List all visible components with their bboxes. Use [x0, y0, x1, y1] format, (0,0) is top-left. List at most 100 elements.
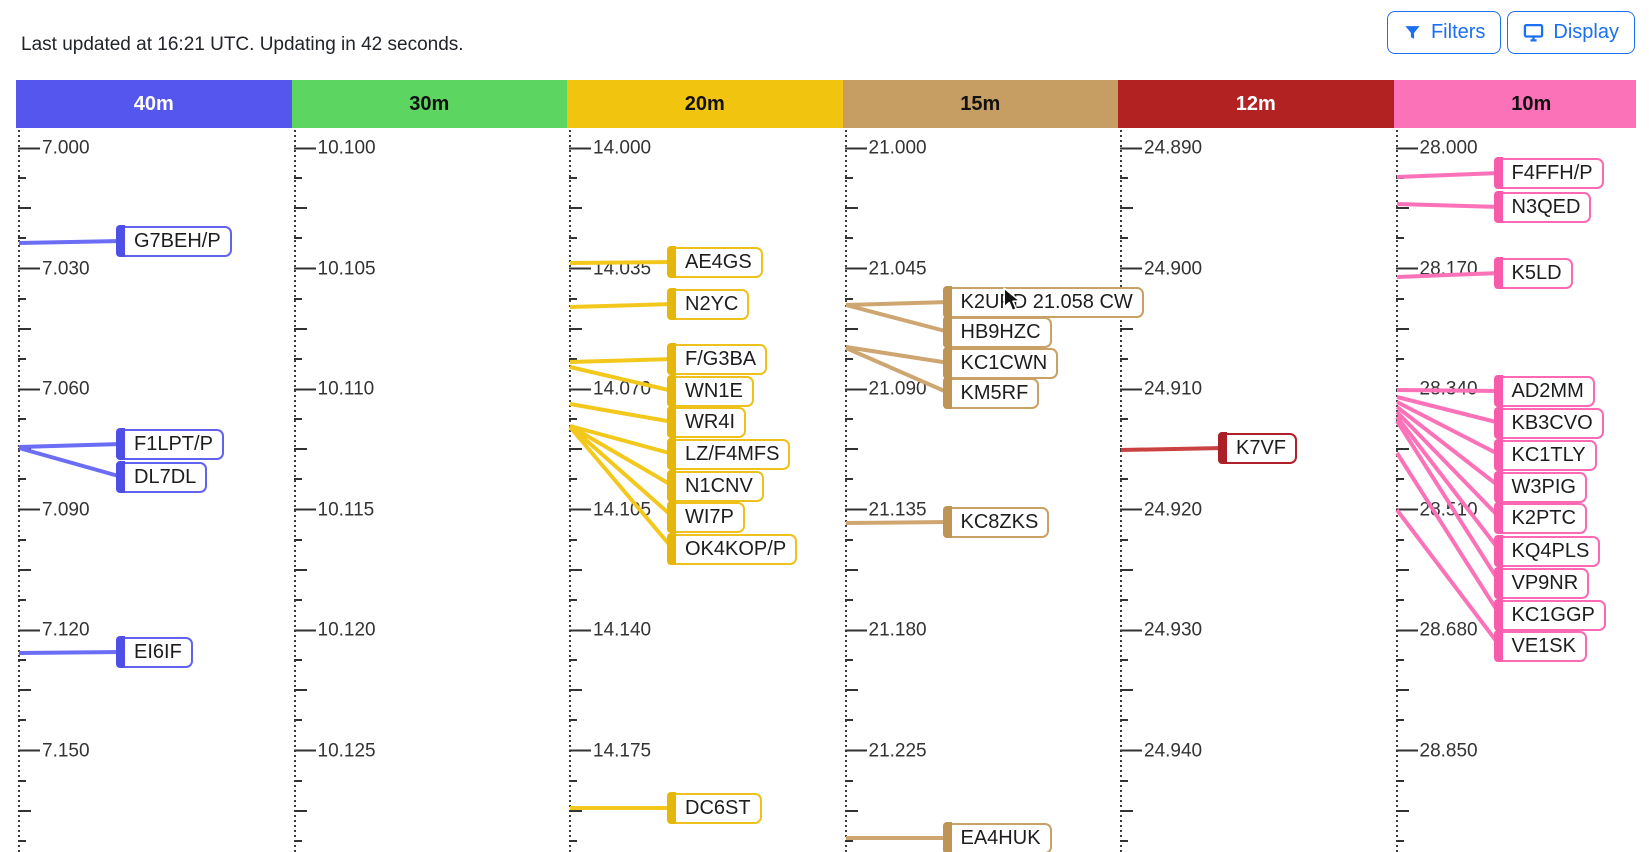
spot-F/G3BA[interactable]: F/G3BA [667, 343, 768, 375]
spot-WN1E[interactable]: WN1E [667, 375, 754, 407]
tick-label: 14.000 [593, 137, 652, 159]
minor-tick [293, 568, 307, 571]
minor-tick [1120, 689, 1133, 692]
spot-DL7DL[interactable]: DL7DL [116, 461, 208, 493]
major-tick: 7.000 [18, 139, 90, 158]
band-header-20m: 20m [567, 80, 843, 128]
spot-EI6IF[interactable]: EI6IF [116, 636, 193, 668]
filters-button[interactable]: Filters [1386, 11, 1502, 54]
tick-label: 7.120 [42, 619, 90, 641]
spot-line [1120, 446, 1225, 452]
minor-tick [1120, 538, 1128, 541]
spot-LZ/F4MFS[interactable]: LZ/F4MFS [667, 438, 791, 470]
spot-KC1GGP[interactable]: KC1GGP [1493, 599, 1606, 631]
major-tick: 10.100 [293, 137, 376, 159]
spot-WR4I[interactable]: WR4I [667, 406, 746, 438]
spot-K2PTC[interactable]: K2PTC [1493, 502, 1587, 534]
minor-tick [18, 237, 26, 240]
minor-tick [293, 719, 302, 722]
major-tick: 21.180 [844, 621, 927, 640]
minor-tick [18, 779, 26, 782]
spot-OK4KOP/P[interactable]: OK4KOP/P [667, 533, 798, 565]
minor-tick [293, 237, 302, 240]
minor-tick [18, 297, 26, 300]
minor-tick [293, 418, 302, 421]
spot-line [568, 425, 675, 551]
band-column-10m: 10m28.00028.17028.34028.51028.68028.850F… [1393, 0, 1636, 852]
major-tick: 28.000 [1395, 137, 1478, 159]
major-tick: 28.680 [1395, 621, 1478, 640]
tick-label: 10.115 [317, 499, 375, 520]
major-tick: 14.140 [569, 621, 651, 640]
spot-connector-lines [18, 239, 123, 655]
spot-AE4GS[interactable]: AE4GS [667, 246, 763, 278]
major-tick: 10.110 [293, 378, 375, 400]
minor-tick [1395, 568, 1409, 571]
major-tick: 7.030 [18, 259, 90, 278]
minor-tick [293, 538, 302, 541]
frequency-axis [1120, 130, 1122, 852]
spot-F1LPT/P[interactable]: F1LPT/P [116, 428, 224, 460]
band-header-10m: 10m [1393, 80, 1636, 128]
spot-line [568, 424, 675, 519]
spot-KC1TLY[interactable]: KC1TLY [1493, 439, 1597, 471]
spot-KB3CVO[interactable]: KB3CVO [1493, 407, 1604, 439]
spot-N1CNV[interactable]: N1CNV [667, 470, 764, 502]
spot-VE1SK[interactable]: VE1SK [1493, 630, 1587, 662]
minor-tick [18, 327, 31, 330]
minor-tick [844, 568, 858, 571]
minor-tick [1395, 809, 1409, 812]
spot-VP9NR[interactable]: VP9NR [1493, 567, 1590, 599]
spot-line [569, 302, 674, 309]
minor-tick [1120, 809, 1133, 812]
spot-DC6ST[interactable]: DC6ST [667, 792, 762, 824]
spot-line [569, 424, 674, 456]
status-text: Last updated at 16:21 UTC. Updating in 4… [21, 34, 464, 55]
spot-line [569, 260, 674, 265]
major-tick: 21.225 [844, 741, 927, 760]
spot-K2UPD[interactable]: K2UPD 21.058 CW [942, 286, 1144, 318]
spot-line [1396, 395, 1500, 425]
spot-W3PIG[interactable]: W3PIG [1493, 471, 1587, 503]
spot-line [845, 520, 949, 525]
spot-KC8ZKS[interactable]: KC8ZKS [942, 506, 1050, 538]
minor-tick [1395, 478, 1404, 481]
minor-tick [1395, 357, 1404, 360]
spot-line [1396, 202, 1500, 209]
minor-tick [18, 568, 31, 571]
tick-label: 28.000 [1419, 137, 1478, 159]
tick-label: 10.120 [317, 619, 376, 641]
tick-label: 7.000 [42, 137, 90, 159]
band-column-40m: 40m 7.000 7.030 7.060 7.090 7.120 7.150 G7BEH/P… [16, 0, 292, 852]
minor-tick [18, 809, 31, 812]
spot-KQ4PLS[interactable]: KQ4PLS [1493, 535, 1601, 567]
spot-KM5RF[interactable]: KM5RF [942, 377, 1040, 409]
spot-K7VF[interactable]: K7VF [1218, 432, 1298, 464]
spot-K5LD[interactable]: K5LD [1493, 257, 1573, 289]
band-header-15m: 15m [842, 80, 1118, 128]
major-tick: 7.060 [18, 380, 90, 399]
spot-KC1CWN[interactable]: KC1CWN [942, 347, 1059, 379]
spot-EA4HUK[interactable]: EA4HUK [942, 822, 1052, 852]
minor-tick [844, 207, 858, 210]
minor-tick [1120, 237, 1128, 240]
spot-WI7P[interactable]: WI7P [667, 501, 745, 533]
spot-G7BEH/P[interactable]: G7BEH/P [116, 225, 232, 257]
display-button[interactable]: Display [1507, 11, 1635, 54]
major-tick: 7.090 [18, 500, 90, 519]
band-column-30m: 30m 10.100 10.105 10.110 10.115 10.120 10.125 [291, 0, 567, 852]
spot-N3QED[interactable]: N3QED [1493, 191, 1592, 223]
spot-HB9HZC[interactable]: HB9HZC [942, 316, 1052, 348]
spot-N2YC[interactable]: N2YC [667, 288, 750, 320]
minor-tick [1395, 719, 1404, 722]
spot-line [569, 365, 674, 393]
spot-line [1394, 508, 1502, 648]
spot-line [1396, 171, 1500, 179]
tick-label: 10.100 [317, 137, 376, 159]
tick-label: 10.110 [317, 378, 375, 400]
spot-AD2MM[interactable]: AD2MM [1493, 375, 1595, 407]
spot-F4FFH/P[interactable]: F4FFH/P [1493, 157, 1604, 189]
minor-tick [569, 839, 577, 842]
minor-tick [569, 357, 577, 360]
spot-line [1394, 451, 1502, 617]
